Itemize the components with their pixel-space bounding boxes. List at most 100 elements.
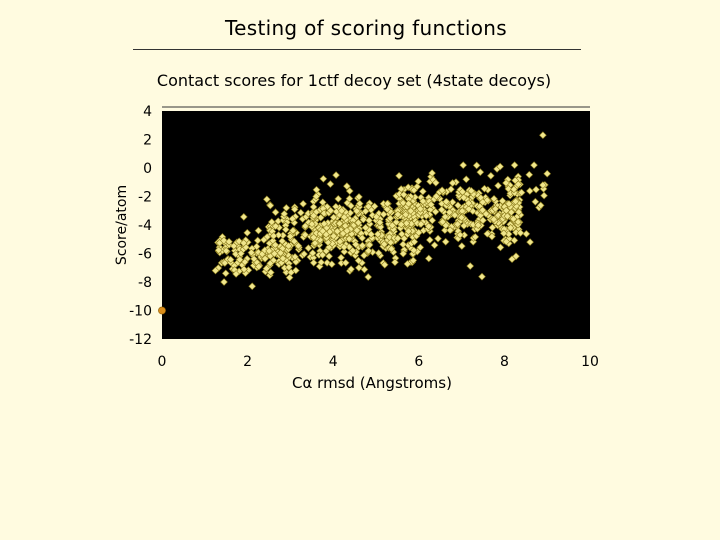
decoy-point <box>290 205 299 214</box>
decoy-point <box>456 231 464 239</box>
decoy-point <box>343 182 351 190</box>
decoy-point <box>288 215 297 223</box>
x-axis-label: Cα rmsd (Angstroms) <box>292 374 452 392</box>
decoy-point <box>269 232 278 240</box>
decoy-point <box>282 204 291 212</box>
decoy-point <box>341 258 350 267</box>
decoy-point <box>309 233 318 242</box>
decoy-point <box>309 211 318 220</box>
decoy-point <box>539 131 547 140</box>
decoy-point <box>291 253 299 261</box>
decoy-point <box>454 201 462 210</box>
decoy-point <box>335 219 344 228</box>
decoy-point <box>478 198 487 207</box>
decoy-point <box>496 162 504 171</box>
decoy-point <box>266 268 275 277</box>
decoy-point <box>510 185 518 194</box>
decoy-point <box>361 223 370 232</box>
decoy-point <box>491 205 500 213</box>
decoy-point <box>472 161 481 170</box>
decoy-point <box>438 218 447 226</box>
decoy-point <box>458 242 466 250</box>
decoy-point <box>416 243 425 252</box>
decoy-point <box>419 187 427 196</box>
decoy-point <box>488 223 497 232</box>
decoy-point <box>386 214 395 223</box>
decoy-point <box>279 254 287 263</box>
decoy-point <box>409 256 418 265</box>
decoy-point <box>459 193 468 202</box>
decoy-point <box>301 222 310 230</box>
decoy-point <box>267 218 276 226</box>
decoy-point <box>260 236 268 244</box>
decoy-point <box>490 215 498 224</box>
decoy-point <box>337 253 345 262</box>
decoy-point <box>424 254 433 263</box>
decoy-point <box>514 208 523 216</box>
y-tick-label: -4 <box>138 218 152 234</box>
decoy-point <box>504 185 513 193</box>
decoy-point <box>252 242 261 251</box>
decoy-point <box>517 188 526 197</box>
decoy-point <box>326 180 335 188</box>
decoy-point <box>290 237 299 246</box>
decoy-point <box>280 210 289 218</box>
decoy-point <box>498 197 507 205</box>
decoy-point <box>422 211 431 220</box>
decoy-point <box>308 249 317 257</box>
decoy-point <box>340 243 348 251</box>
decoy-point <box>211 266 220 275</box>
decoy-point <box>530 161 538 169</box>
decoy-point <box>299 200 308 208</box>
decoy-point <box>289 226 297 235</box>
decoy-point <box>345 235 354 243</box>
decoy-point <box>318 227 327 235</box>
decoy-point <box>345 194 354 203</box>
y-tick-label: -8 <box>138 275 152 291</box>
decoy-point <box>447 185 455 194</box>
decoy-point <box>448 198 457 207</box>
decoy-point <box>254 226 263 235</box>
y-tick-label: -10 <box>129 304 152 320</box>
decoy-point <box>235 255 244 264</box>
decoy-point <box>467 187 476 195</box>
data-points <box>158 131 552 315</box>
decoy-point <box>399 240 407 249</box>
decoy-point <box>367 230 376 239</box>
decoy-point <box>329 232 338 240</box>
decoy-point <box>406 207 415 215</box>
decoy-point <box>358 234 367 242</box>
decoy-point <box>237 249 245 258</box>
decoy-point <box>392 218 401 226</box>
decoy-point <box>394 210 402 219</box>
decoy-point <box>365 216 373 225</box>
decoy-point <box>358 241 367 250</box>
decoy-point <box>300 250 308 258</box>
y-tick-label: -12 <box>129 332 152 348</box>
decoy-point <box>277 258 286 267</box>
decoy-point <box>312 192 321 201</box>
decoy-point <box>531 197 540 206</box>
decoy-point <box>308 220 316 228</box>
x-tick-label: 10 <box>581 354 599 370</box>
decoy-point <box>416 205 425 213</box>
decoy-point <box>511 197 520 206</box>
decoy-point <box>340 213 349 222</box>
decoy-point <box>385 233 394 242</box>
decoy-point <box>360 265 369 274</box>
decoy-point <box>404 227 413 236</box>
decoy-point <box>325 252 333 261</box>
decoy-point <box>510 161 519 169</box>
decoy-point <box>446 226 454 234</box>
decoy-point <box>364 273 373 281</box>
y-tick-label: -2 <box>138 190 152 206</box>
chart-title: Contact scores for 1ctf decoy set (4stat… <box>157 71 551 90</box>
decoy-point <box>505 199 513 208</box>
decoy-point <box>434 234 442 243</box>
decoy-point <box>222 246 231 255</box>
decoy-point <box>399 199 407 207</box>
decoy-point <box>379 210 388 219</box>
decoy-point <box>482 210 490 218</box>
decoy-point <box>424 222 433 231</box>
decoy-point <box>438 186 446 195</box>
